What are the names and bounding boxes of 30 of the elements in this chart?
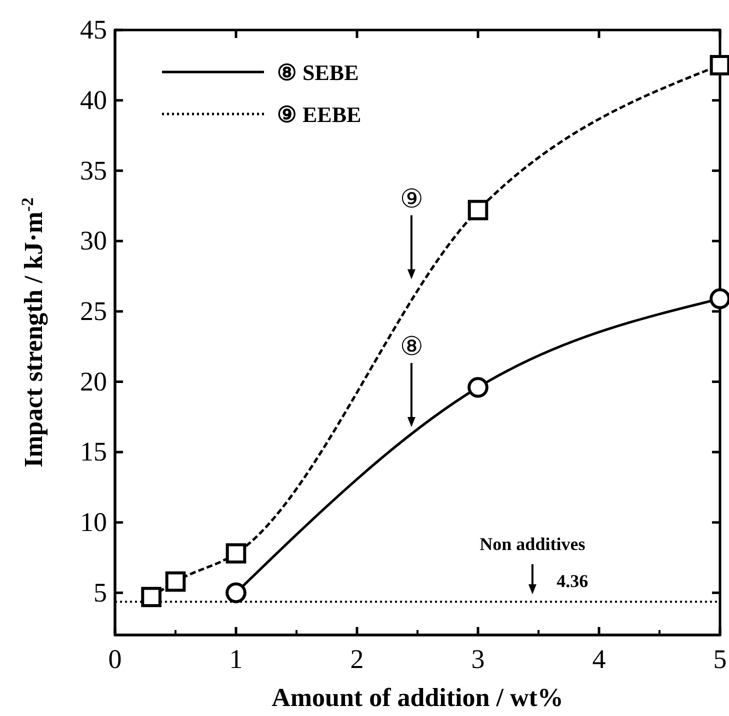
y-tick-label: 30 bbox=[80, 226, 107, 256]
y-tick-label: 35 bbox=[80, 155, 107, 186]
x-tick-label: 0 bbox=[108, 644, 122, 674]
y-tick-label: 5 bbox=[94, 577, 107, 608]
annotation: ⑧ bbox=[400, 332, 423, 361]
x-tick-label: 4 bbox=[592, 644, 606, 674]
point bbox=[468, 376, 488, 398]
point bbox=[226, 543, 246, 564]
x-axis-title: Amount of addition / wt% bbox=[272, 683, 564, 712]
point bbox=[468, 200, 488, 220]
y-tick-label: 25 bbox=[80, 296, 107, 326]
y-tick-label: 15 bbox=[80, 436, 107, 467]
y-tick-label: 10 bbox=[80, 507, 107, 538]
annotation: 4.36 bbox=[556, 571, 588, 592]
x-tick-label: 5 bbox=[713, 644, 727, 674]
annotation: ⑨ bbox=[400, 184, 423, 214]
y-tick-label: 20 bbox=[80, 366, 107, 396]
x-tick-label: 1 bbox=[229, 644, 243, 674]
point bbox=[141, 586, 162, 608]
y-tick-label: 45 bbox=[80, 14, 107, 45]
point bbox=[165, 571, 186, 592]
legend-label: ⑨ EEBE bbox=[277, 102, 362, 127]
x-tick-label: 3 bbox=[471, 644, 485, 674]
x-tick-label: 2 bbox=[350, 644, 364, 674]
point bbox=[710, 55, 729, 76]
legend-label: ⑧ SEBE bbox=[277, 60, 359, 85]
y-tick-label: 40 bbox=[80, 84, 107, 115]
annotation: Non additives bbox=[480, 534, 586, 554]
point bbox=[710, 288, 729, 310]
point bbox=[226, 582, 246, 604]
